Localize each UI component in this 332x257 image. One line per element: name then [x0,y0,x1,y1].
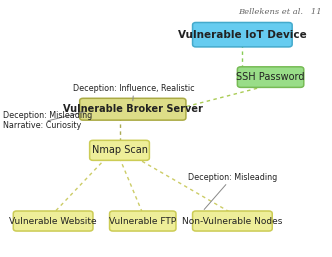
Text: Non-Vulnerable Nodes: Non-Vulnerable Nodes [182,216,283,226]
FancyBboxPatch shape [80,98,186,120]
FancyBboxPatch shape [90,140,149,160]
Text: Vulnerable Broker Server: Vulnerable Broker Server [63,104,203,114]
Text: Deception: Misleading
Narrative: Curiosity: Deception: Misleading Narrative: Curiosi… [3,111,93,131]
Text: Bellekens et al.   11: Bellekens et al. 11 [238,8,322,16]
FancyBboxPatch shape [193,23,292,47]
Text: Deception: Misleading: Deception: Misleading [188,173,277,209]
Text: Nmap Scan: Nmap Scan [92,145,147,155]
FancyBboxPatch shape [237,67,304,87]
FancyBboxPatch shape [110,211,176,231]
Text: Deception: Influence, Realistic: Deception: Influence, Realistic [73,84,195,101]
Text: Vulnerable Website: Vulnerable Website [9,216,97,226]
Text: Vulnerable IoT Device: Vulnerable IoT Device [178,30,307,40]
FancyBboxPatch shape [193,211,272,231]
Text: Vulnerable FTP: Vulnerable FTP [109,216,176,226]
Text: SSH Password: SSH Password [236,72,305,82]
FancyBboxPatch shape [13,211,93,231]
